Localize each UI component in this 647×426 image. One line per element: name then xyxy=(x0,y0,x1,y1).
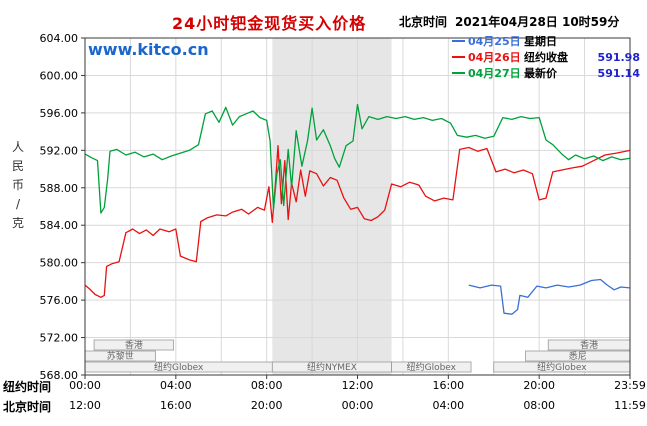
legend-dash-icon xyxy=(452,72,465,74)
beijing-time-label: 北京时间 xyxy=(399,15,448,29)
y-tick-label: 580.00 xyxy=(40,257,79,270)
x-tick-label-ny: 08:00 xyxy=(251,379,283,392)
legend-value: 591.98 xyxy=(597,50,640,64)
nymex-session-band xyxy=(272,38,392,375)
legend-date: 04月25日 xyxy=(468,35,521,48)
x-tick-label-bj: 08:00 xyxy=(523,399,555,412)
kitco-watermark: www.kitco.cn xyxy=(88,40,209,59)
chart-title: 24小时钯金现货买入价格 xyxy=(172,14,367,33)
session-label: 纽约Globex xyxy=(154,361,204,373)
x-tick-label-ny: 20:00 xyxy=(523,379,555,392)
y-axis-unit-char: 民 xyxy=(11,159,24,173)
y-tick-label: 584.00 xyxy=(40,219,79,232)
session-label: 纽约Globex xyxy=(537,361,587,373)
legend-label: 最新价 xyxy=(524,67,557,80)
x-tick-label-bj: 11:59 xyxy=(614,399,646,412)
y-tick-label: 600.00 xyxy=(40,69,79,82)
series-line-apr27 xyxy=(84,103,630,214)
x-tick-label-ny: 12:00 xyxy=(342,379,374,392)
y-axis-unit-char: 人 xyxy=(11,140,24,154)
y-tick-label: 596.00 xyxy=(40,107,79,120)
y-axis-unit-label: 人民币 / 克 xyxy=(10,138,26,233)
legend-row: 04月26日 纽约收盘 591.98 xyxy=(452,49,640,65)
legend: 04月25日 星期日 04月26日 纽约收盘 591.98 04月27日 最新价 591.14 xyxy=(452,33,640,81)
legend-label: 纽约收盘 xyxy=(524,51,568,64)
y-axis-unit-char: 克 xyxy=(11,216,24,230)
session-label: 香港 xyxy=(125,339,143,351)
session-label: 悉尼 xyxy=(569,350,587,362)
beijing-time-value: 2021年04月28日 10时59分 xyxy=(455,15,620,29)
series-line-apr26 xyxy=(84,145,630,298)
legend-value: 591.14 xyxy=(597,66,640,80)
legend-date: 04月26日 xyxy=(468,51,521,64)
legend-label: 星期日 xyxy=(524,35,557,48)
y-tick-label: 604.00 xyxy=(40,32,79,45)
series-line-apr25 xyxy=(468,278,630,315)
legend-row: 04月25日 星期日 xyxy=(452,33,640,49)
legend-dash-icon xyxy=(452,40,465,42)
x-tick-label-bj: 16:00 xyxy=(160,399,192,412)
y-tick-label: 568.00 xyxy=(40,369,79,382)
y-tick-label: 588.00 xyxy=(40,182,79,195)
x-tick-label-bj: 04:00 xyxy=(432,399,464,412)
y-axis-unit-char: 币 xyxy=(11,178,24,192)
legend-date: 04月27日 xyxy=(468,67,521,80)
x-tick-label-ny: 16:00 xyxy=(432,379,464,392)
x-tick-label-ny: 00:00 xyxy=(69,379,101,392)
y-tick-label: 572.00 xyxy=(40,332,79,345)
session-label: 苏黎世 xyxy=(107,350,134,362)
session-label: 纽约Globex xyxy=(407,361,457,373)
chart-header: 24小时钯金现货买入价格 北京时间 2021年04月28日 10时59分 xyxy=(0,10,647,33)
session-label: 纽约NYMEX xyxy=(307,361,357,373)
session-box xyxy=(93,339,174,351)
x-tick-label-bj: 20:00 xyxy=(251,399,283,412)
x-tick-label-ny: 23:59 xyxy=(614,379,646,392)
x-tick-label-ny: 04:00 xyxy=(160,379,192,392)
session-label: 香港 xyxy=(580,339,598,351)
legend-dash-icon xyxy=(452,56,465,58)
y-tick-label: 592.00 xyxy=(40,144,79,157)
y-tick-label: 576.00 xyxy=(40,294,79,307)
session-box xyxy=(391,361,472,373)
bj-time-axis-label: 北京时间 xyxy=(3,400,52,414)
x-tick-label-bj: 00:00 xyxy=(342,399,374,412)
x-tick-label-bj: 12:00 xyxy=(69,399,101,412)
legend-row: 04月27日 最新价 591.14 xyxy=(452,65,640,81)
y-axis-unit-char: / xyxy=(15,197,21,211)
ny-time-axis-label: 纽约时间 xyxy=(3,380,52,394)
